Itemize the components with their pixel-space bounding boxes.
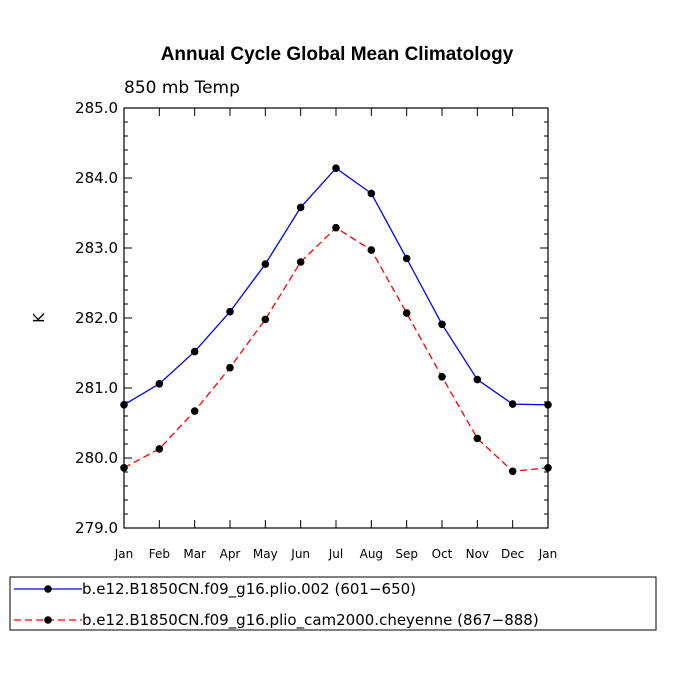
legend-label-2: b.e12.B1850CN.f09_g16.plio_cam2000.cheye… [82, 611, 539, 630]
x-tick-label: Jan [538, 547, 558, 561]
series-1-point [402, 254, 411, 263]
y-tick-label: 280.0 [75, 449, 118, 467]
series-line-1 [123, 167, 549, 406]
legend-box [9, 576, 657, 631]
series-1-point [438, 320, 446, 329]
series-1-point [190, 347, 199, 356]
y-tick-label: 285.0 [75, 99, 118, 117]
y-tick-label: 281.0 [75, 379, 118, 397]
series-2-point [120, 464, 128, 472]
series-1-point [120, 401, 128, 409]
x-tick-label: Mar [183, 547, 206, 561]
series-2-point [296, 258, 305, 266]
legend: b.e12.B1850CN.f09_g16.plio.002 (601−650)… [14, 580, 539, 630]
series-2-point [155, 445, 164, 453]
x-tick-label: Apr [220, 547, 241, 561]
x-tick-label: Dec [501, 547, 524, 561]
x-tick-label: Oct [432, 547, 453, 561]
y-tick-label: 282.0 [75, 309, 118, 327]
series-1-point [296, 203, 305, 212]
y-axis-label: K [30, 312, 48, 323]
series-2-point [261, 315, 270, 324]
x-tick-label: Nov [466, 547, 489, 561]
series-layer [120, 164, 552, 476]
y-tick-label: 284.0 [75, 169, 118, 187]
x-axis-ticks: Jan Feb Mar Apr May Jun Jul Aug Sep Oct Nov Dec Jan [114, 108, 558, 561]
series-1-point [473, 375, 482, 384]
series-2-point [402, 309, 411, 317]
series-1-point [261, 260, 270, 268]
series-2-point [473, 434, 482, 443]
series-2-point [226, 363, 234, 372]
chart-subtitle: 850 mb Temp [124, 78, 240, 98]
series-line-2 [123, 226, 549, 472]
series-1-point [226, 307, 234, 316]
x-tick-label: Jul [328, 547, 343, 561]
legend-marker-1 [44, 585, 52, 593]
y-tick-label: 279.0 [75, 519, 118, 537]
legend-label-1: b.e12.B1850CN.f09_g16.plio.002 (601−650) [82, 580, 416, 599]
y-tick-label: 283.0 [75, 239, 118, 257]
x-tick-label: Jan [114, 547, 134, 561]
series-2-point [190, 407, 199, 415]
series-1-point [332, 164, 340, 172]
x-tick-label: Feb [149, 547, 170, 561]
series-1-point [367, 189, 376, 198]
x-tick-label: Jun [290, 547, 310, 561]
series-2-point [544, 464, 552, 472]
series-1-point [508, 400, 517, 408]
y-axis-ticks: 279.0 280.0 281.0 282.0 283.0 284.0 285.0 [75, 99, 548, 537]
legend-marker-2 [44, 616, 52, 624]
chart-title: Annual Cycle Global Mean Climatology [161, 44, 514, 65]
x-tick-label: Sep [395, 547, 418, 561]
series-2-point [367, 246, 376, 254]
series-2-point [508, 467, 517, 476]
series-2-point [438, 373, 446, 381]
series-2-point [332, 223, 340, 232]
x-tick-label: Aug [360, 547, 383, 561]
series-1-point [544, 401, 552, 409]
series-1-point [155, 380, 164, 388]
x-tick-label: May [253, 547, 278, 561]
